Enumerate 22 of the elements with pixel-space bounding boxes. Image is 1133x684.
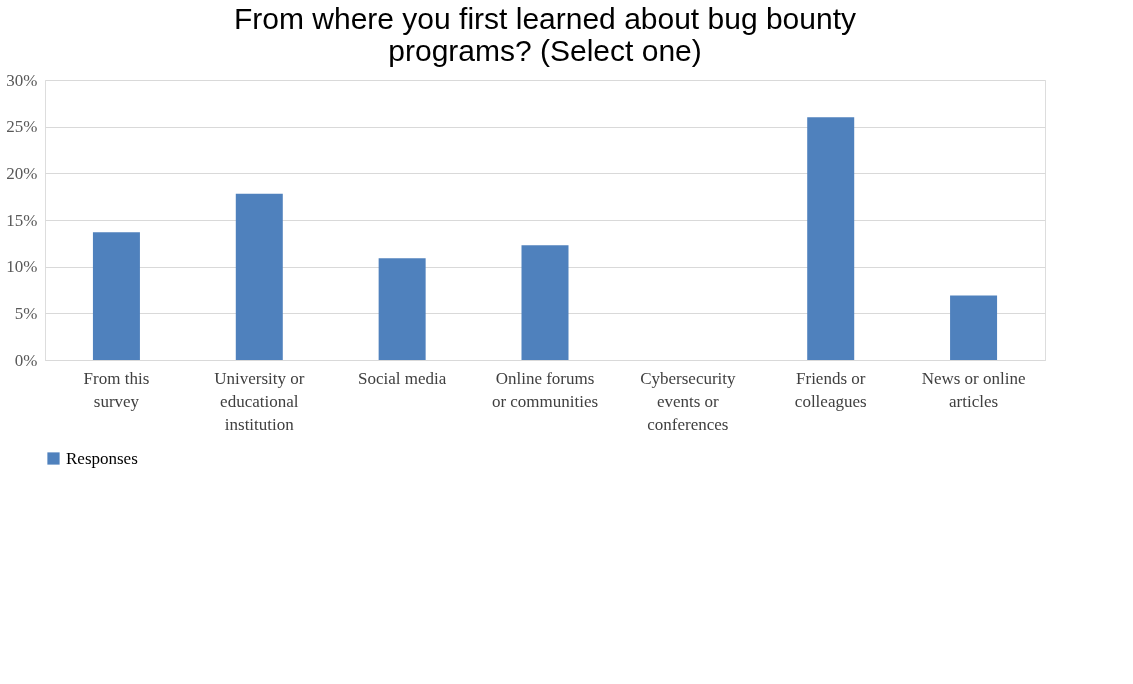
x-tick-label: University or educational institution: [214, 368, 305, 434]
y-tick-label: 15%: [6, 210, 38, 230]
y-tick-label: 5%: [14, 303, 38, 323]
y-tick-label: 30%: [6, 70, 38, 90]
x-tick-label: Online forums or communities: [491, 368, 599, 411]
y-tick-label: 20%: [6, 163, 38, 183]
x-tick-label: Friends or colleagues: [794, 368, 867, 411]
y-tick-label: 10%: [6, 257, 38, 277]
x-tick-label: Social media: [358, 368, 447, 388]
y-tick-label: 0%: [14, 350, 38, 370]
legend-label: Responses: [66, 448, 138, 468]
chart-title: From where you first learned about bug bounty programs? (Select one): [233, 2, 857, 67]
y-tick-label: 25%: [6, 117, 38, 137]
bar: [521, 245, 569, 360]
bar: [92, 232, 140, 360]
x-tick-label: News or online articles: [921, 368, 1026, 411]
bar: [950, 295, 998, 360]
bar: [235, 193, 283, 360]
bar: [378, 258, 426, 360]
x-tick-label: Cybersecurity events or conferences: [640, 368, 737, 434]
bar: [807, 117, 855, 360]
x-tick-label: From this survey: [83, 368, 150, 411]
